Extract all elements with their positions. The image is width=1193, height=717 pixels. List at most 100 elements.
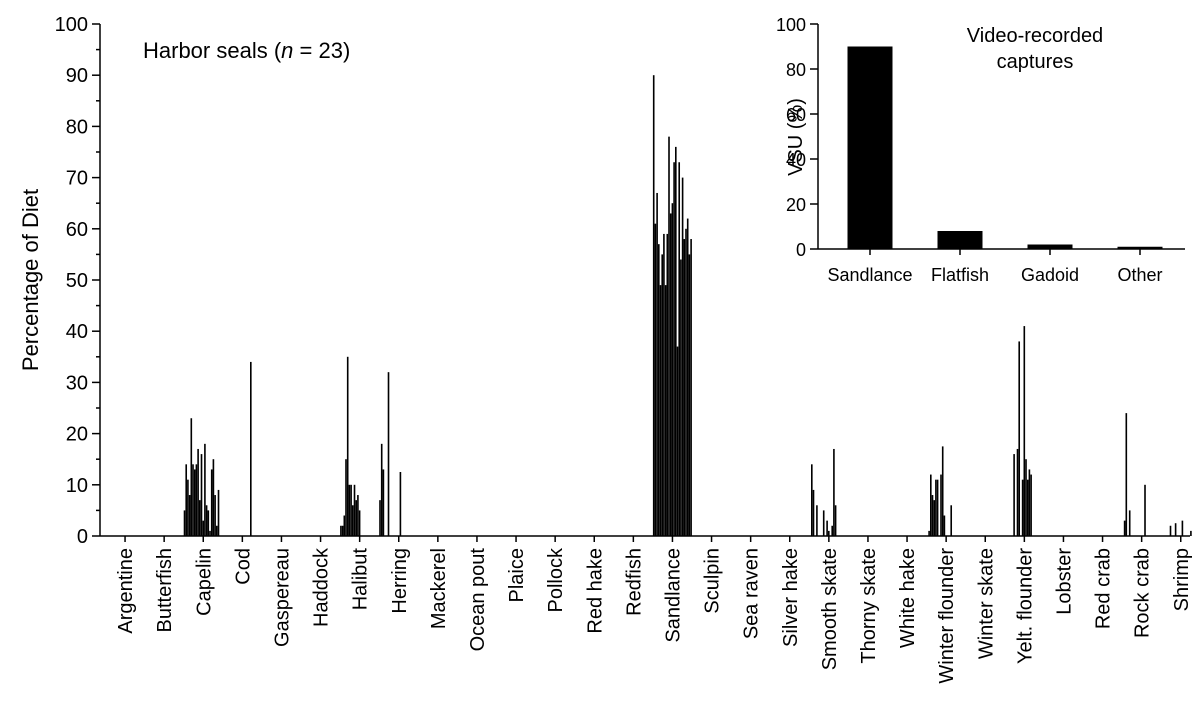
x-tick-label: Pollock xyxy=(545,547,567,612)
bar xyxy=(831,525,834,536)
bar xyxy=(207,510,210,536)
y-tick-label: 80 xyxy=(66,116,88,138)
bar xyxy=(358,510,361,536)
x-tick-label: Capelin xyxy=(193,548,215,616)
bar xyxy=(936,479,939,536)
bar xyxy=(1018,341,1021,536)
bar xyxy=(652,75,655,536)
inset-title: Video-recorded xyxy=(967,25,1103,47)
y-tick-label: 30 xyxy=(66,372,88,394)
bar xyxy=(1169,525,1172,536)
bar xyxy=(666,233,669,537)
y-axis-label: Percentage of Diet xyxy=(18,189,43,371)
bar xyxy=(346,356,349,536)
y-tick-label: 40 xyxy=(786,150,806,170)
bar xyxy=(671,203,674,536)
bar xyxy=(659,285,662,536)
bar xyxy=(399,472,402,536)
bar xyxy=(205,505,208,536)
bar xyxy=(1190,530,1192,536)
bar xyxy=(185,464,188,536)
annotation-part: Harbor seals ( xyxy=(143,38,282,63)
bar xyxy=(658,244,660,536)
x-tick-label: Thorny skate xyxy=(858,548,880,664)
bar xyxy=(210,469,213,536)
bar xyxy=(387,372,390,536)
bar xyxy=(688,254,691,536)
bar xyxy=(1174,523,1177,536)
bar xyxy=(826,520,828,536)
bar xyxy=(656,192,658,536)
y-tick-label: 100 xyxy=(776,15,806,35)
bar xyxy=(680,259,682,536)
bar xyxy=(187,479,189,536)
y-tick-label: 0 xyxy=(796,240,806,260)
bar xyxy=(686,218,689,536)
y-tick-label: 20 xyxy=(66,424,88,446)
bar xyxy=(943,515,946,536)
bar xyxy=(928,530,930,536)
bar xyxy=(217,489,220,536)
annotation: Harbor seals (n = 23) xyxy=(143,38,350,63)
x-tick-label: Cod xyxy=(232,548,254,585)
y-tick-label: 60 xyxy=(66,219,88,241)
bar xyxy=(341,525,344,536)
bar xyxy=(214,495,216,536)
bar xyxy=(1026,479,1029,536)
bar xyxy=(200,454,203,536)
bar xyxy=(847,46,893,249)
inset-title: captures xyxy=(997,51,1074,73)
x-tick-label: Flatfish xyxy=(931,265,989,285)
bar xyxy=(1021,479,1024,536)
bar xyxy=(663,233,665,537)
y-tick-label: 90 xyxy=(66,65,88,87)
bar xyxy=(828,530,830,536)
x-tick-label: Gaspereau xyxy=(271,548,293,647)
bar xyxy=(250,361,252,536)
y-tick-label: 100 xyxy=(55,14,88,36)
bar xyxy=(937,231,983,249)
x-tick-label: Winter flounder xyxy=(936,548,958,684)
bar xyxy=(202,520,205,536)
bar xyxy=(673,162,675,537)
bar xyxy=(816,505,818,536)
x-tick-label: Herring xyxy=(389,548,411,614)
bar xyxy=(216,525,218,536)
bar xyxy=(1025,459,1027,536)
bar xyxy=(353,484,356,536)
bar xyxy=(940,474,942,536)
x-tick-label: Silver hake xyxy=(780,548,802,647)
x-tick-label: Winter skate xyxy=(975,548,997,659)
x-tick-label: Mackerel xyxy=(428,548,450,629)
bar xyxy=(1023,326,1026,536)
x-tick-label: Red hake xyxy=(584,548,606,634)
bar xyxy=(834,505,837,536)
bar xyxy=(190,418,193,536)
x-tick-label: Smooth skate xyxy=(819,548,841,670)
bar xyxy=(812,489,815,536)
bar xyxy=(382,469,385,536)
x-tick-label: Redfish xyxy=(623,548,645,616)
bar xyxy=(197,448,199,536)
x-tick-label: Sandlance xyxy=(827,265,912,285)
bar xyxy=(654,223,657,536)
bar xyxy=(833,448,835,536)
bar xyxy=(822,510,825,536)
y-tick-label: 0 xyxy=(77,526,88,548)
x-tick-label: Halibut xyxy=(350,548,372,611)
bar xyxy=(188,495,191,536)
bar xyxy=(935,479,937,536)
bar xyxy=(348,484,351,536)
y-tick-label: 40 xyxy=(66,321,88,343)
bar xyxy=(212,459,215,536)
bar xyxy=(345,459,347,536)
annotation-part: = 23) xyxy=(293,38,350,63)
bar xyxy=(683,239,686,537)
bar xyxy=(950,505,953,536)
bar xyxy=(941,446,944,536)
bar xyxy=(676,346,679,536)
bar xyxy=(681,177,684,536)
bar xyxy=(675,146,677,536)
bar xyxy=(379,500,381,536)
